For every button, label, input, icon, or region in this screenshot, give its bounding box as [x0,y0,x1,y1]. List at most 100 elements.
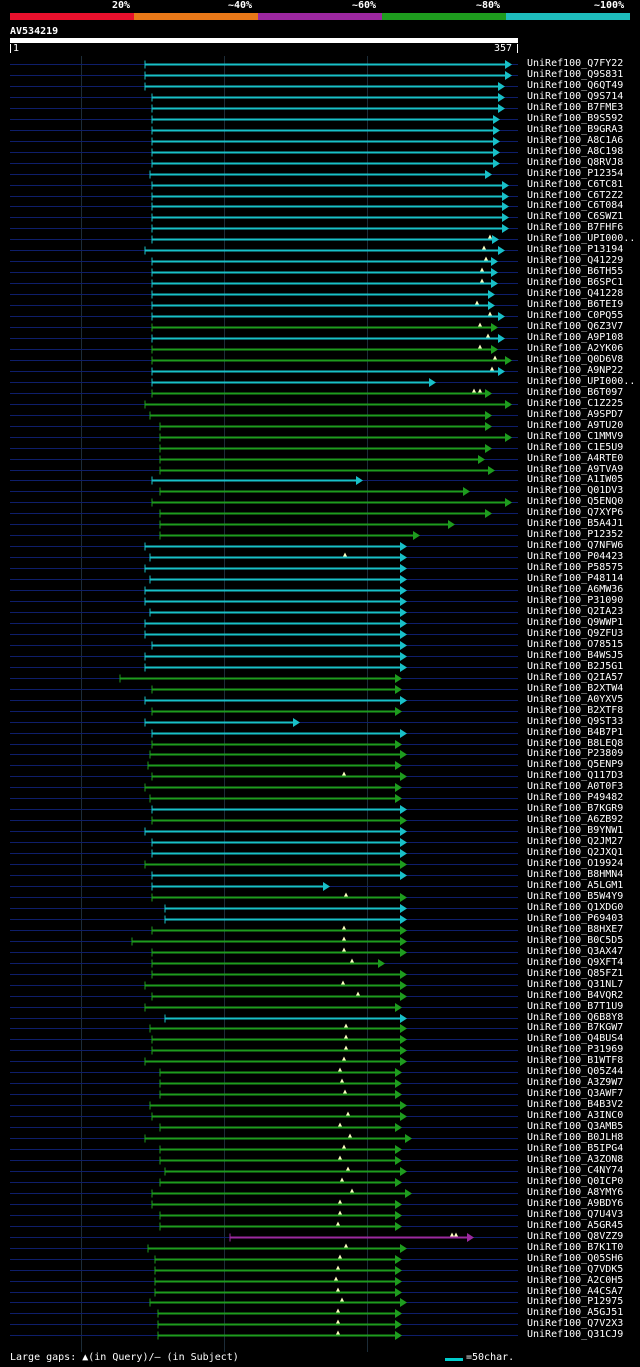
hit-label[interactable]: UniRef100_Q2JXQ1 [527,847,624,858]
hit-label[interactable]: UniRef100_B6SPC1 [527,277,624,288]
hit-row[interactable] [10,1276,518,1287]
hit-row[interactable] [10,1243,518,1254]
hit-row[interactable] [10,838,518,847]
hit-label[interactable]: UniRef100_P69403 [527,913,624,924]
hit-row[interactable] [10,322,518,333]
hit-row[interactable] [10,1045,518,1056]
hit-label[interactable]: UniRef100_B4WSJ5 [527,650,624,661]
hit-label[interactable]: UniRef100_Q117D3 [527,770,624,781]
hit-label[interactable]: UniRef100_Q4BUS4 [527,1033,624,1044]
hit-label[interactable]: UniRef100_P13194 [527,244,624,255]
hit-row[interactable] [10,729,518,738]
hit-label[interactable]: UniRef100_B4B7P1 [527,727,624,738]
hit-label[interactable]: UniRef100_Q9ST33 [527,716,624,727]
hit-label[interactable]: UniRef100_Q7U4V3 [527,1209,624,1220]
hit-label[interactable]: UniRef100_B7FME3 [527,102,624,113]
hit-row[interactable] [10,1111,518,1122]
hit-label[interactable]: UniRef100_A3INC0 [527,1110,624,1121]
hit-row[interactable] [10,740,518,749]
hit-label[interactable]: UniRef100_P12975 [527,1296,624,1307]
hit-row[interactable] [10,366,518,377]
hit-row[interactable] [10,575,518,584]
hit-row[interactable] [10,1089,518,1100]
hit-label[interactable]: UniRef100_A9P108 [527,332,624,343]
hit-label[interactable]: UniRef100_P04423 [527,551,624,562]
hit-label[interactable]: UniRef100_B6T097 [527,387,624,398]
hit-row[interactable] [10,805,518,814]
hit-row[interactable] [10,904,518,913]
hit-row[interactable] [10,1177,518,1188]
hit-row[interactable] [10,498,518,507]
hit-row[interactable] [10,202,518,211]
hit-row[interactable] [10,1319,518,1330]
query-id[interactable]: AV534219 [10,26,59,37]
hit-row[interactable] [10,1308,518,1319]
hit-label[interactable]: UniRef100_B2J5G1 [527,661,624,672]
hit-row[interactable] [10,520,518,529]
hit-row[interactable] [10,816,518,825]
hit-label[interactable]: UniRef100_B5A4J1 [527,518,624,529]
hit-row[interactable] [10,564,518,573]
hit-row[interactable] [10,860,518,869]
hit-row[interactable] [10,542,518,551]
hit-row[interactable] [10,794,518,803]
hit-label[interactable]: UniRef100_A3Z9W7 [527,1077,624,1088]
hit-row[interactable] [10,597,518,606]
hit-label[interactable]: UniRef100_Q8RVJ8 [527,157,624,168]
hit-row[interactable] [10,630,518,639]
hit-label[interactable]: UniRef100_A8C198 [527,146,624,157]
hit-row[interactable] [10,509,518,518]
hit-row[interactable] [10,333,518,344]
hit-label[interactable]: UniRef100_Q41229 [527,255,624,266]
hit-row[interactable] [10,586,518,595]
hit-row[interactable] [10,771,518,782]
hit-row[interactable] [10,1014,518,1023]
hit-label[interactable]: UniRef100_Q5ENP9 [527,759,624,770]
hit-label[interactable]: UniRef100_Q3AWF7 [527,1088,624,1099]
hit-row[interactable] [10,1003,518,1012]
hit-label[interactable]: UniRef100_A6ZB92 [527,814,624,825]
hit-row[interactable] [10,455,518,464]
hit-row[interactable] [10,234,518,245]
hit-row[interactable] [10,674,518,683]
hit-row[interactable] [10,619,518,628]
hit-row[interactable] [10,1254,518,1265]
hit-row[interactable] [10,170,518,179]
hit-row[interactable] [10,718,518,727]
hit-label[interactable]: UniRef100_Q05SH6 [527,1253,624,1264]
hit-label[interactable]: UniRef100_B6TEI9 [527,299,624,310]
hit-row[interactable] [10,871,518,880]
hit-row[interactable] [10,400,518,409]
hit-row[interactable] [10,60,518,69]
hit-label[interactable]: UniRef100_Q31NL7 [527,979,624,990]
hit-label[interactable]: UniRef100_Q9WWP1 [527,617,624,628]
hit-label[interactable]: UniRef100_A6MW36 [527,584,624,595]
hit-label[interactable]: UniRef100_Q2IA23 [527,606,624,617]
hit-row[interactable] [10,827,518,836]
hit-row[interactable] [10,344,518,355]
hit-row[interactable] [10,148,518,157]
hit-label[interactable]: UniRef100_Q6Z3V7 [527,321,624,332]
hit-label[interactable]: UniRef100_P31969 [527,1044,624,1055]
hit-row[interactable] [10,1297,518,1308]
hit-label[interactable]: UniRef100_B8LEQ8 [527,738,624,749]
hit-row[interactable] [10,1122,518,1133]
hit-row[interactable] [10,388,518,399]
hit-label[interactable]: UniRef100_B9YNW1 [527,825,624,836]
hit-label[interactable]: UniRef100_P12354 [527,168,624,179]
hit-row[interactable] [10,1221,518,1232]
hit-label[interactable]: UniRef100_Q6B8Y8 [527,1012,624,1023]
hit-label[interactable]: UniRef100_A9TU20 [527,420,624,431]
hit-label[interactable]: UniRef100_A4RTE0 [527,453,624,464]
hit-row[interactable] [10,1199,518,1210]
hit-row[interactable] [10,411,518,420]
hit-row[interactable] [10,1166,518,1177]
hit-label[interactable]: UniRef100_P31090 [527,595,624,606]
hit-label[interactable]: UniRef100_C4NY74 [527,1165,624,1176]
hit-row[interactable] [10,444,518,453]
hit-row[interactable] [10,696,518,705]
hit-label[interactable]: UniRef100_C1MMV9 [527,431,624,442]
hit-label[interactable]: UniRef100_P58575 [527,562,624,573]
hit-label[interactable]: UniRef100_A8YMY6 [527,1187,624,1198]
hit-label[interactable]: UniRef100_B7KGR9 [527,803,624,814]
